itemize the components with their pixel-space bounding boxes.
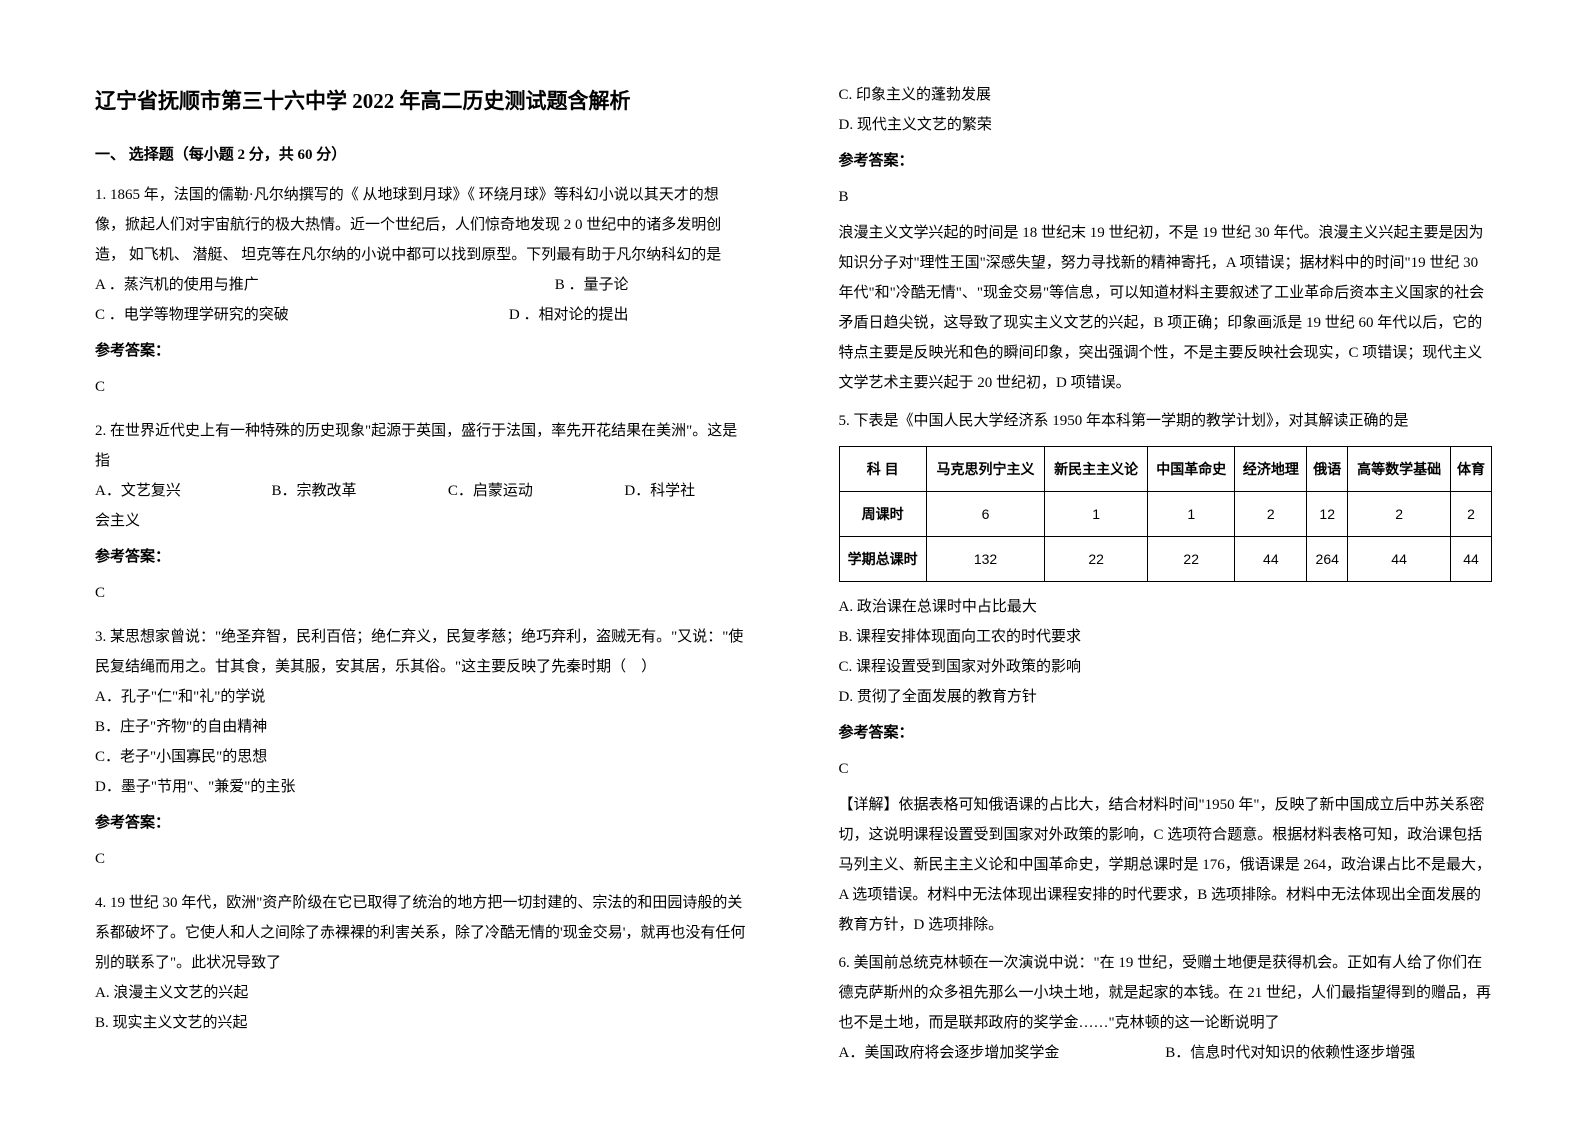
table-row: 学期总课时 132 22 22 44 264 44 44 <box>839 537 1492 582</box>
q5-opt-a: A. 政治课在总课时中占比最大 <box>839 592 1493 622</box>
td: 44 <box>1348 537 1451 582</box>
q1-opt-c: C ．电学等物理学研究的突破 <box>95 300 289 330</box>
td: 1 <box>1045 492 1148 537</box>
q5-opt-b: B. 课程安排体现面向工农的时代要求 <box>839 622 1493 652</box>
q4-opt-c: C. 印象主义的蓬勃发展 <box>839 80 1493 110</box>
td: 12 <box>1307 492 1348 537</box>
td: 44 <box>1235 537 1307 582</box>
section-heading: 一、 选择题（每小题 2 分，共 60 分） <box>95 140 749 170</box>
q3-text: 3. 某思想家曾说："绝圣弃智，民利百倍；绝仁弃义，民复孝慈；绝巧弃利，盗贼无有… <box>95 622 749 682</box>
question-1: 1. 1865 年，法国的儒勒·凡尔纳撰写的《 从地球到月球》《 环绕月球》等科… <box>95 180 749 402</box>
q4-answer: B <box>839 182 1493 212</box>
q1-answer: C <box>95 372 749 402</box>
q6-text: 6. 美国前总统克林顿在一次演说中说："在 19 世纪，受赠土地便是获得机会。正… <box>839 948 1493 1038</box>
question-5: 5. 下表是《中国人民大学经济系 1950 年本科第一学期的教学计划》，对其解读… <box>839 406 1493 940</box>
q3-answer-label: 参考答案： <box>95 808 749 838</box>
table-row: 周课时 6 1 1 2 12 2 2 <box>839 492 1492 537</box>
question-3: 3. 某思想家曾说："绝圣弃智，民利百倍；绝仁弃义，民复孝慈；绝巧弃利，盗贼无有… <box>95 622 749 874</box>
q4-answer-label: 参考答案： <box>839 146 1493 176</box>
q2-answer-label: 参考答案： <box>95 542 749 572</box>
question-2: 2. 在世界近代史上有一种特殊的历史现象"起源于英国，盛行于法国，率先开花结果在… <box>95 416 749 608</box>
td: 132 <box>926 537 1044 582</box>
td: 2 <box>1348 492 1451 537</box>
q5-answer: C <box>839 754 1493 784</box>
q5-answer-label: 参考答案： <box>839 718 1493 748</box>
q3-answer: C <box>95 844 749 874</box>
q2-opt-a: A．文艺复兴 <box>95 476 271 506</box>
q6-opt-b: B．信息时代对知识的依赖性逐步增强 <box>1165 1038 1492 1068</box>
td: 264 <box>1307 537 1348 582</box>
table-header-row: 科 目 马克思列宁主义 新民主主义论 中国革命史 经济地理 俄语 高等数学基础 … <box>839 447 1492 492</box>
q1-opt-b: B ．量子论 <box>555 270 629 300</box>
q4-text: 4. 19 世纪 30 年代，欧洲"资产阶级在它已取得了统治的地方把一切封建的、… <box>95 888 749 978</box>
q3-opt-b: B．庄子"齐物"的自由精神 <box>95 712 749 742</box>
td: 2 <box>1235 492 1307 537</box>
q3-opt-c: C．老子"小国寡民"的思想 <box>95 742 749 772</box>
td: 22 <box>1148 537 1235 582</box>
left-column: 辽宁省抚顺市第三十六中学 2022 年高二历史测试题含解析 一、 选择题（每小题… <box>50 80 794 1082</box>
q1-text: 1. 1865 年，法国的儒勒·凡尔纳撰写的《 从地球到月球》《 环绕月球》等科… <box>95 180 749 270</box>
q2-opt-c: C．启蒙运动 <box>448 476 624 506</box>
q4-opt-a: A. 浪漫主义文艺的兴起 <box>95 978 749 1008</box>
q2-opt-d: D．科学社 <box>624 476 748 506</box>
td-weekly: 周课时 <box>839 492 926 537</box>
document-title: 辽宁省抚顺市第三十六中学 2022 年高二历史测试题含解析 <box>95 80 749 122</box>
th-revhist: 中国革命史 <box>1148 447 1235 492</box>
q5-opt-d: D. 贯彻了全面发展的教育方针 <box>839 682 1493 712</box>
q2-opt-d-cont: 会主义 <box>95 506 749 536</box>
th-russian: 俄语 <box>1307 447 1348 492</box>
td-total: 学期总课时 <box>839 537 926 582</box>
q1-opt-a: A ．蒸汽机的使用与推广 <box>95 270 259 300</box>
q1-opt-d: D ．相对论的提出 <box>509 300 629 330</box>
td: 44 <box>1451 537 1492 582</box>
q5-explanation: 【详解】依据表格可知俄语课的占比大，结合材料时间"1950 年"，反映了新中国成… <box>839 790 1493 940</box>
q2-options-row: A．文艺复兴 B．宗教改革 C．启蒙运动 D．科学社 <box>95 476 749 506</box>
q4-opt-d: D. 现代主义文艺的繁荣 <box>839 110 1493 140</box>
th-pe: 体育 <box>1451 447 1492 492</box>
th-newdem: 新民主主义论 <box>1045 447 1148 492</box>
q2-answer: C <box>95 578 749 608</box>
th-econgeog: 经济地理 <box>1235 447 1307 492</box>
q1-options-row1: A ．蒸汽机的使用与推广 B ．量子论 <box>95 270 749 300</box>
question-6: 6. 美国前总统克林顿在一次演说中说："在 19 世纪，受赠土地便是获得机会。正… <box>839 948 1493 1068</box>
question-4-part2: C. 印象主义的蓬勃发展 D. 现代主义文艺的繁荣 参考答案： B 浪漫主义文学… <box>839 80 1493 398</box>
q4-opt-b: B. 现实主义文艺的兴起 <box>95 1008 749 1038</box>
q1-answer-label: 参考答案： <box>95 336 749 366</box>
q2-opt-b: B．宗教改革 <box>271 476 447 506</box>
td: 2 <box>1451 492 1492 537</box>
q3-opt-a: A．孔子"仁"和"礼"的学说 <box>95 682 749 712</box>
q4-explanation: 浪漫主义文学兴起的时间是 18 世纪末 19 世纪初，不是 19 世纪 30 年… <box>839 218 1493 398</box>
td: 1 <box>1148 492 1235 537</box>
q6-opt-a: A．美国政府将会逐步增加奖学金 <box>839 1038 1166 1068</box>
q5-opt-c: C. 课程设置受到国家对外政策的影响 <box>839 652 1493 682</box>
q3-opt-d: D．墨子"节用"、"兼爱"的主张 <box>95 772 749 802</box>
td: 6 <box>926 492 1044 537</box>
th-math: 高等数学基础 <box>1348 447 1451 492</box>
q5-text: 5. 下表是《中国人民大学经济系 1950 年本科第一学期的教学计划》，对其解读… <box>839 406 1493 436</box>
question-4-part1: 4. 19 世纪 30 年代，欧洲"资产阶级在它已取得了统治的地方把一切封建的、… <box>95 888 749 1038</box>
q5-table: 科 目 马克思列宁主义 新民主主义论 中国革命史 经济地理 俄语 高等数学基础 … <box>839 446 1493 582</box>
th-subject: 科 目 <box>839 447 926 492</box>
q2-text: 2. 在世界近代史上有一种特殊的历史现象"起源于英国，盛行于法国，率先开花结果在… <box>95 416 749 476</box>
q6-options-row: A．美国政府将会逐步增加奖学金 B．信息时代对知识的依赖性逐步增强 <box>839 1038 1493 1068</box>
th-marx: 马克思列宁主义 <box>926 447 1044 492</box>
q1-options-row2: C ．电学等物理学研究的突破 D ．相对论的提出 <box>95 300 749 330</box>
right-column: C. 印象主义的蓬勃发展 D. 现代主义文艺的繁荣 参考答案： B 浪漫主义文学… <box>794 80 1538 1082</box>
td: 22 <box>1045 537 1148 582</box>
